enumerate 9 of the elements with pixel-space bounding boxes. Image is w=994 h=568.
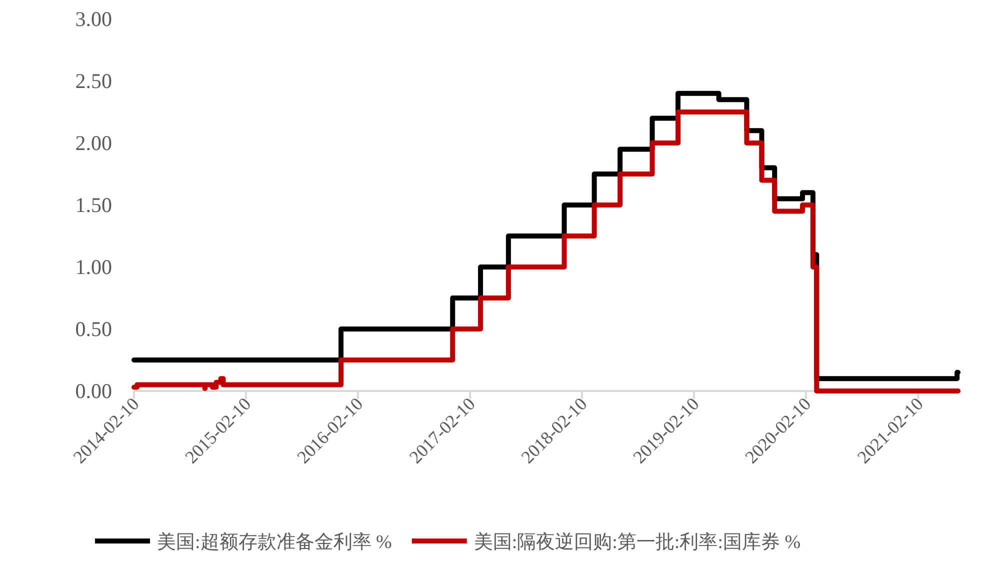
y-tick-label: 1.50 — [75, 193, 112, 217]
y-tick-label: 3.00 — [75, 7, 112, 31]
y-tick-label: 1.00 — [75, 255, 112, 279]
legend-label: 美国:隔夜逆回购:第一批:利率:国库券 % — [474, 531, 801, 553]
y-tick-label: 2.00 — [75, 131, 112, 155]
y-tick-label: 0.00 — [75, 379, 112, 403]
y-tick-label: 2.50 — [75, 69, 112, 93]
y-tick-label: 0.50 — [75, 317, 112, 341]
legend-label: 美国:超额存款准备金利率 % — [157, 531, 392, 553]
